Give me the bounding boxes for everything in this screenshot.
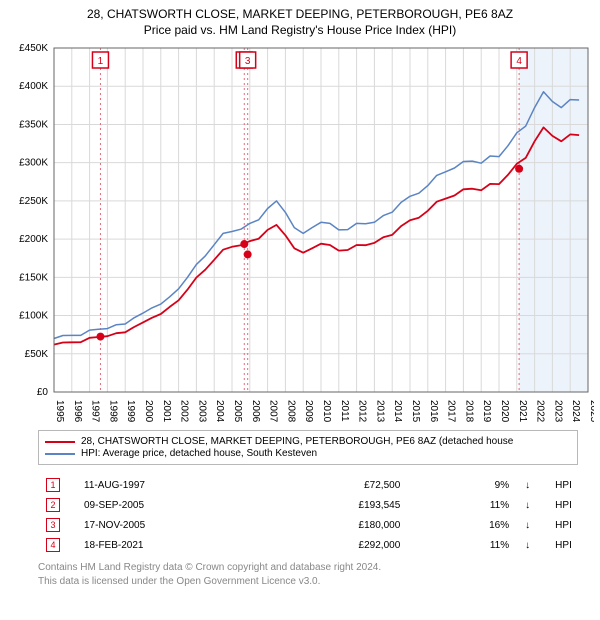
sale-date: 09-SEP-2005 bbox=[76, 495, 256, 515]
svg-text:2012: 2012 bbox=[357, 400, 368, 422]
svg-text:3: 3 bbox=[245, 56, 251, 67]
sale-price: £193,545 bbox=[256, 495, 408, 515]
sale-arrow-icon: ↓ bbox=[517, 535, 547, 555]
svg-text:4: 4 bbox=[516, 56, 522, 67]
legend-swatch-property bbox=[45, 441, 75, 443]
svg-text:2014: 2014 bbox=[392, 400, 403, 422]
sale-pct: 11% bbox=[408, 495, 517, 515]
sale-suffix: HPI bbox=[547, 495, 594, 515]
sale-marker-box: 2 bbox=[46, 498, 60, 512]
svg-text:1996: 1996 bbox=[72, 400, 83, 422]
svg-text:2000: 2000 bbox=[143, 400, 154, 422]
svg-text:£150K: £150K bbox=[19, 273, 48, 284]
legend-row-hpi: HPI: Average price, detached house, Sout… bbox=[45, 448, 571, 459]
svg-text:2024: 2024 bbox=[570, 400, 581, 422]
svg-text:2008: 2008 bbox=[285, 400, 296, 422]
license-line-1: Contains HM Land Registry data © Crown c… bbox=[38, 561, 594, 575]
svg-text:2016: 2016 bbox=[428, 400, 439, 422]
sale-arrow-icon: ↓ bbox=[517, 515, 547, 535]
svg-text:£250K: £250K bbox=[19, 196, 48, 207]
sale-price: £292,000 bbox=[256, 535, 408, 555]
title-line-2: Price paid vs. HM Land Registry's House … bbox=[6, 22, 594, 38]
svg-text:1995: 1995 bbox=[54, 400, 65, 422]
svg-text:2017: 2017 bbox=[446, 400, 457, 422]
legend-swatch-hpi bbox=[45, 453, 75, 455]
legend-row-property: 28, CHATSWORTH CLOSE, MARKET DEEPING, PE… bbox=[45, 436, 571, 447]
svg-text:£400K: £400K bbox=[19, 82, 48, 93]
svg-text:£200K: £200K bbox=[19, 234, 48, 245]
table-row: 1 11-AUG-1997£72,5009%↓HPI bbox=[38, 475, 594, 495]
license-text: Contains HM Land Registry data © Crown c… bbox=[38, 561, 594, 588]
svg-text:£450K: £450K bbox=[19, 43, 48, 54]
sale-suffix: HPI bbox=[547, 475, 594, 495]
svg-text:£300K: £300K bbox=[19, 158, 48, 169]
svg-text:2022: 2022 bbox=[535, 400, 546, 422]
svg-text:2004: 2004 bbox=[214, 400, 225, 422]
table-row: 4 18-FEB-2021£292,00011%↓HPI bbox=[38, 535, 594, 555]
svg-text:£0: £0 bbox=[37, 387, 49, 398]
svg-text:2003: 2003 bbox=[196, 400, 207, 422]
svg-text:2025: 2025 bbox=[588, 400, 594, 422]
legend-label-property: 28, CHATSWORTH CLOSE, MARKET DEEPING, PE… bbox=[81, 436, 513, 447]
svg-text:1999: 1999 bbox=[125, 400, 136, 422]
sales-table: 111-AUG-1997£72,5009%↓HPI209-SEP-2005£19… bbox=[38, 475, 594, 555]
svg-text:2011: 2011 bbox=[339, 400, 350, 422]
svg-text:2002: 2002 bbox=[179, 400, 190, 422]
svg-text:1: 1 bbox=[98, 56, 104, 67]
sale-suffix: HPI bbox=[547, 535, 594, 555]
price-chart: £0 £50K £100K £150K £200K £250K £300K £350K £400… bbox=[6, 42, 594, 422]
title-line-1: 28, CHATSWORTH CLOSE, MARKET DEEPING, PE… bbox=[6, 6, 594, 22]
sale-date: 17-NOV-2005 bbox=[76, 515, 256, 535]
sale-pct: 16% bbox=[408, 515, 517, 535]
sale-date: 11-AUG-1997 bbox=[76, 475, 256, 495]
table-row: 2 09-SEP-2005£193,54511%↓HPI bbox=[38, 495, 594, 515]
license-line-2: This data is licensed under the Open Gov… bbox=[38, 575, 594, 589]
sale-date: 18-FEB-2021 bbox=[76, 535, 256, 555]
sale-pct: 9% bbox=[408, 475, 517, 495]
legend: 28, CHATSWORTH CLOSE, MARKET DEEPING, PE… bbox=[38, 430, 578, 465]
sale-pct: 11% bbox=[408, 535, 517, 555]
sale-marker-box: 3 bbox=[46, 518, 60, 532]
svg-text:2009: 2009 bbox=[303, 400, 314, 422]
sale-arrow-icon: ↓ bbox=[517, 475, 547, 495]
svg-text:2006: 2006 bbox=[250, 400, 261, 422]
svg-text:2013: 2013 bbox=[374, 400, 385, 422]
svg-text:£350K: £350K bbox=[19, 120, 48, 131]
svg-text:1998: 1998 bbox=[107, 400, 118, 422]
sale-marker-box: 1 bbox=[46, 478, 60, 492]
chart-title-block: 28, CHATSWORTH CLOSE, MARKET DEEPING, PE… bbox=[6, 6, 594, 38]
svg-text:2007: 2007 bbox=[268, 400, 279, 422]
svg-text:£100K: £100K bbox=[19, 311, 48, 322]
sale-marker-box: 4 bbox=[46, 538, 60, 552]
svg-text:2019: 2019 bbox=[481, 400, 492, 422]
svg-text:2021: 2021 bbox=[517, 400, 528, 422]
sale-suffix: HPI bbox=[547, 515, 594, 535]
svg-text:2010: 2010 bbox=[321, 400, 332, 422]
sale-arrow-icon: ↓ bbox=[517, 495, 547, 515]
table-row: 3 17-NOV-2005£180,00016%↓HPI bbox=[38, 515, 594, 535]
svg-text:2018: 2018 bbox=[463, 400, 474, 422]
svg-text:2001: 2001 bbox=[161, 400, 172, 422]
svg-text:2005: 2005 bbox=[232, 400, 243, 422]
sale-price: £180,000 bbox=[256, 515, 408, 535]
svg-text:1997: 1997 bbox=[90, 400, 101, 422]
svg-text:2015: 2015 bbox=[410, 400, 421, 422]
svg-text:£50K: £50K bbox=[25, 349, 49, 360]
sale-price: £72,500 bbox=[256, 475, 408, 495]
svg-text:2023: 2023 bbox=[552, 400, 563, 422]
svg-text:2020: 2020 bbox=[499, 400, 510, 422]
legend-label-hpi: HPI: Average price, detached house, Sout… bbox=[81, 448, 317, 459]
